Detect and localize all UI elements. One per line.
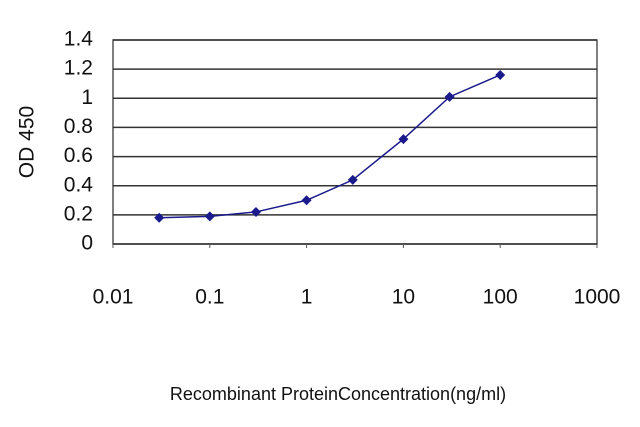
y-tick-label: 1 <box>81 86 93 109</box>
y-tick-label: 0 <box>81 232 93 255</box>
x-tick-label: 0.01 <box>93 286 134 309</box>
plot-area <box>112 39 598 245</box>
x-tick-label: 100 <box>483 286 518 309</box>
marker <box>250 206 261 217</box>
marker <box>301 195 312 206</box>
x-tick-label: 0.1 <box>195 286 224 309</box>
y-tick-label: 0.2 <box>64 202 93 225</box>
y-tick-label: 0.8 <box>64 115 93 138</box>
x-axis-label: Recombinant ProteinConcentration(ng/ml) <box>170 384 506 404</box>
y-tick-label: 0.4 <box>64 173 94 196</box>
series-line <box>159 74 501 219</box>
y-tick-label: 1.2 <box>64 57 93 80</box>
x-tick-label: 1 <box>301 286 313 309</box>
marker <box>204 211 215 222</box>
marker <box>398 134 409 145</box>
x-tick-label: 1000 <box>574 286 621 309</box>
y-tick-label: 0.6 <box>64 144 93 167</box>
y-tick-label: 1.4 <box>64 28 94 51</box>
marker <box>347 174 358 185</box>
x-tick-label: 10 <box>392 286 415 309</box>
marker <box>444 91 455 102</box>
y-axis-label: OD 450 <box>16 106 39 178</box>
marker <box>154 212 165 223</box>
marker <box>495 69 506 80</box>
